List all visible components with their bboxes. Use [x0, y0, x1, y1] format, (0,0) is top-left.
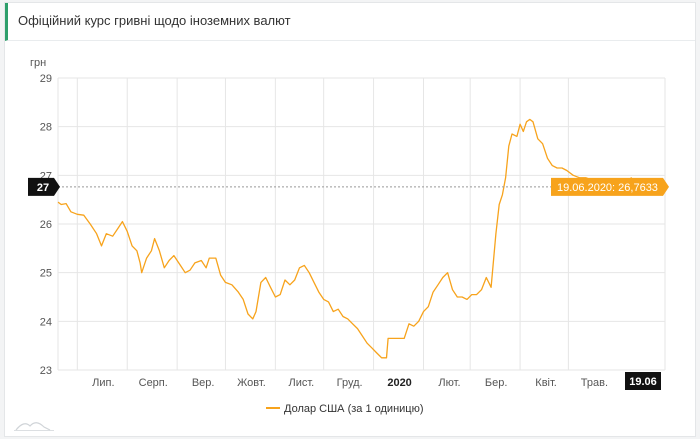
crosshair-tooltip-box — [551, 177, 669, 196]
page-title: Офіційний курс гривні щодо іноземних вал… — [18, 13, 291, 28]
rate-card: Офіційний курс гривні щодо іноземних вал… — [4, 2, 696, 437]
crosshair-x-flag — [625, 372, 661, 390]
y-tick-label-1: 24 — [40, 316, 52, 328]
crosshair-y-label: 27 — [37, 182, 49, 194]
x-tick-label-10: Трав. — [581, 377, 608, 389]
x-tick-label-0: Лип. — [92, 377, 114, 389]
y-tick-label-3: 26 — [40, 219, 52, 231]
usd-rate-line[interactable] — [57, 118, 648, 359]
crosshair-tooltip-text: 19.06.2020: 26,7633 — [557, 182, 658, 194]
y-axis-unit-label: грн — [30, 57, 46, 69]
x-tick-label-2: Вер. — [192, 377, 215, 389]
y-tick-labels: 23 24 25 26 27 28 29 — [40, 73, 52, 377]
x-tick-label-8: Бер. — [485, 377, 508, 389]
x-tick-label-5: Груд. — [337, 377, 363, 389]
y-gridlines — [58, 77, 665, 371]
x-tick-label-3: Жовт. — [237, 377, 266, 389]
crosshair-x-label: 19.06 — [629, 376, 657, 388]
x-tick-label-6: 2020 — [387, 377, 411, 389]
y-tick-label-0: 23 — [40, 365, 52, 377]
crosshair: 27 19.06.2020: 26,7633 19.06 — [28, 177, 669, 390]
y-tick-label-5: 28 — [40, 122, 52, 134]
card-header: Офіційний курс гривні щодо іноземних вал… — [5, 3, 695, 41]
crosshair-y-flag — [28, 177, 60, 196]
x-tick-label-9: Квіт. — [535, 377, 557, 389]
x-tick-label-7: Лют. — [438, 377, 460, 389]
x-tick-labels: Лип. Серп. Вер. Жовт. Лист. Груд. 2020 Лют. Бер.… — [92, 377, 608, 389]
x-tick-label-4: Лист. — [288, 377, 314, 389]
highcharts-logo-icon — [14, 422, 54, 431]
x-gridlines — [57, 78, 666, 370]
y-tick-label-2: 25 — [40, 268, 52, 280]
legend-series-name: Долар США (за 1 одиницю) — [284, 403, 424, 415]
chart-legend[interactable]: Долар США (за 1 одиницю) — [266, 403, 424, 415]
y-tick-label-6: 29 — [40, 73, 52, 85]
x-tick-label-1: Серп. — [139, 377, 168, 389]
